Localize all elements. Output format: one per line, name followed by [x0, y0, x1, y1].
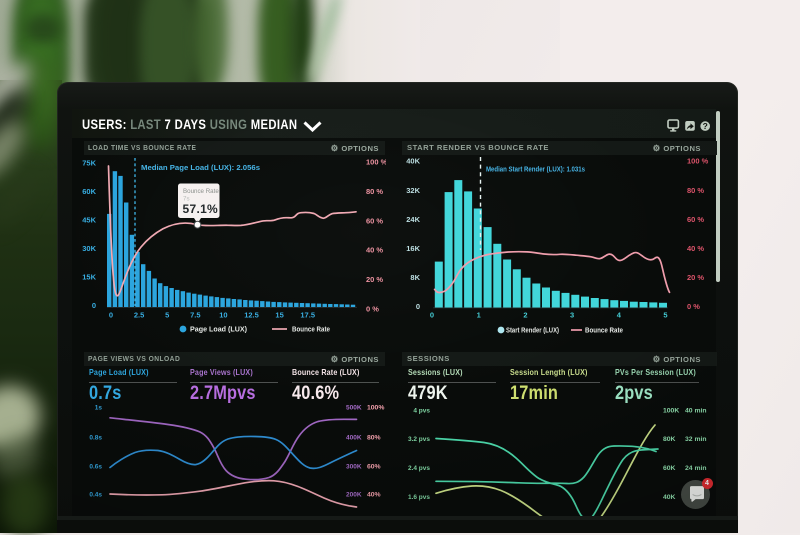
svg-text:2: 2 — [523, 311, 527, 320]
svg-text:0.8s: 0.8s — [89, 435, 102, 442]
svg-text:80K: 80K — [663, 436, 676, 443]
svg-text:40K: 40K — [663, 494, 676, 501]
svg-text:40%: 40% — [367, 492, 381, 499]
svg-text:0: 0 — [430, 311, 434, 320]
svg-text:17.5: 17.5 — [300, 311, 315, 320]
svg-text:16K: 16K — [406, 244, 420, 253]
svg-text:20 %: 20 % — [687, 273, 704, 282]
svg-text:3: 3 — [570, 311, 574, 320]
svg-text:10: 10 — [219, 311, 227, 320]
svg-text:15K: 15K — [82, 273, 96, 282]
svg-text:0: 0 — [416, 302, 420, 311]
svg-text:0.4s: 0.4s — [89, 492, 102, 499]
svg-text:0: 0 — [109, 311, 113, 320]
svg-text:100K: 100K — [663, 408, 679, 415]
svg-text:200K: 200K — [346, 492, 362, 499]
svg-text:60%: 60% — [367, 464, 381, 471]
svg-text:Bounce Rate: Bounce Rate — [585, 328, 623, 335]
svg-text:0 %: 0 % — [687, 302, 700, 311]
svg-text:1s: 1s — [95, 405, 103, 412]
svg-text:0: 0 — [92, 301, 96, 310]
svg-text:7s: 7s — [183, 196, 190, 203]
svg-text:60K: 60K — [82, 187, 96, 196]
svg-text:100%: 100% — [367, 405, 384, 412]
svg-text:2.4 pvs: 2.4 pvs — [408, 465, 430, 472]
svg-text:1: 1 — [477, 311, 481, 320]
svg-text:60K: 60K — [663, 465, 676, 472]
svg-text:5: 5 — [165, 311, 169, 320]
svg-text:Start Render (LUX): Start Render (LUX) — [506, 328, 559, 335]
svg-text:40 min: 40 min — [685, 408, 707, 415]
svg-text:32K: 32K — [406, 186, 420, 195]
svg-text:3.2 pvs: 3.2 pvs — [408, 436, 430, 443]
svg-text:20 %: 20 % — [366, 275, 383, 284]
svg-text:24 min: 24 min — [685, 465, 707, 472]
svg-text:7.5: 7.5 — [190, 311, 200, 320]
svg-text:24K: 24K — [406, 215, 420, 224]
svg-text:1.6 pvs: 1.6 pvs — [408, 494, 430, 501]
svg-text:2.5: 2.5 — [134, 311, 144, 320]
svg-text:80 %: 80 % — [687, 186, 704, 195]
svg-text:60 %: 60 % — [366, 216, 383, 225]
svg-text:57.1%: 57.1% — [183, 202, 219, 216]
svg-text:40 %: 40 % — [687, 244, 704, 253]
svg-text:500K: 500K — [346, 405, 362, 412]
svg-text:100 %: 100 % — [366, 158, 386, 167]
svg-text:40K: 40K — [406, 157, 420, 166]
svg-text:300K: 300K — [346, 464, 362, 471]
svg-text:0 %: 0 % — [366, 305, 379, 314]
svg-text:32 min: 32 min — [685, 436, 707, 443]
svg-text:80 %: 80 % — [366, 187, 383, 196]
svg-text:Bounce Rate: Bounce Rate — [292, 327, 330, 334]
svg-text:5: 5 — [663, 311, 667, 320]
svg-text:Page Load (LUX): Page Load (LUX) — [190, 327, 247, 334]
svg-text:4 pvs: 4 pvs — [413, 408, 430, 415]
svg-text:100 %: 100 % — [687, 157, 709, 166]
svg-text:15: 15 — [275, 311, 283, 320]
svg-text:40 %: 40 % — [366, 246, 383, 255]
svg-text:0.6s: 0.6s — [89, 464, 102, 471]
svg-text:400K: 400K — [346, 435, 362, 442]
svg-text:Median Page Load (LUX): 2.056s: Median Page Load (LUX): 2.056s — [141, 163, 260, 172]
svg-text:60 %: 60 % — [687, 215, 704, 224]
svg-text:45K: 45K — [82, 216, 96, 225]
svg-text:30K: 30K — [82, 244, 96, 253]
svg-text:75K: 75K — [82, 159, 96, 168]
svg-text:8K: 8K — [410, 273, 420, 282]
svg-text:80%: 80% — [367, 435, 381, 442]
svg-text:Bounce Rate: Bounce Rate — [183, 188, 219, 195]
svg-text:?: ? — [703, 121, 708, 131]
svg-text:Median Start Render (LUX): 1.0: Median Start Render (LUX): 1.031s — [486, 165, 585, 174]
svg-text:4: 4 — [617, 311, 622, 320]
svg-text:12.5: 12.5 — [244, 311, 259, 320]
